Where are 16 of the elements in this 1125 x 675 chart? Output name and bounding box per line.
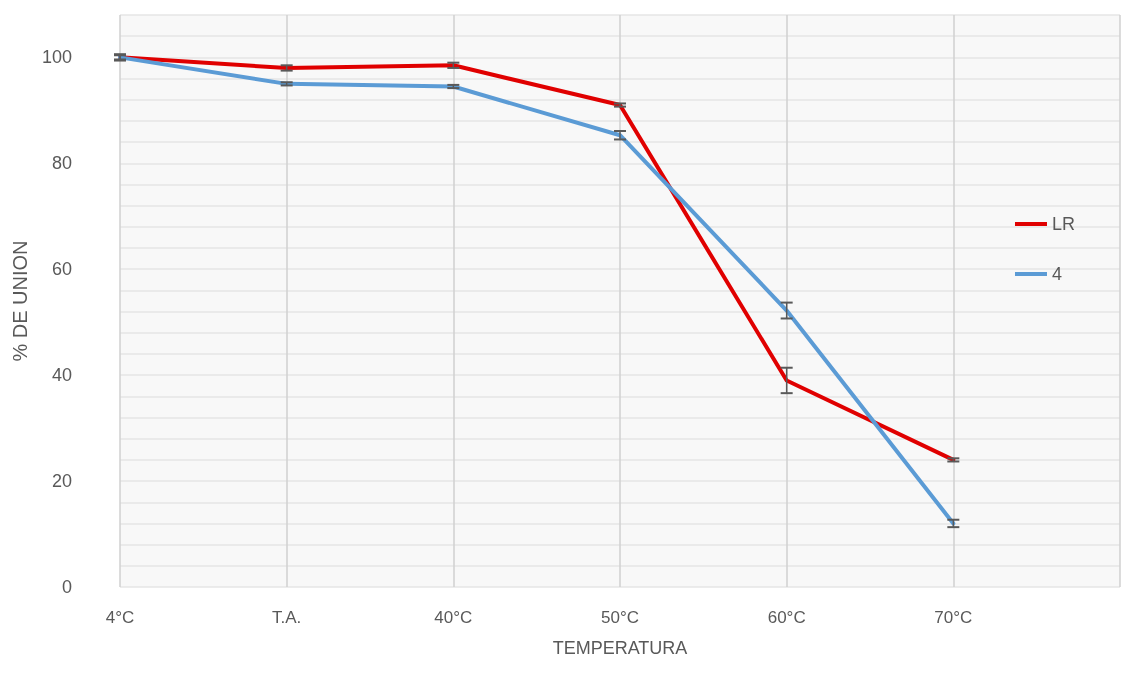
y-tick-label: 80 [51,153,72,174]
x-tick-label: T.A. [272,608,302,627]
x-tick-label: 50°C [601,608,639,627]
y-axis-title: % DE UNION [9,240,31,362]
y-tick-label: 100 [41,47,72,68]
x-tick-label: 60°C [767,608,806,627]
y-tick-label: 40 [51,365,72,386]
x-axis-title: TEMPERATURA [552,638,688,658]
x-tick-label: 4°C [105,608,135,627]
y-tick-label: 0 [61,577,72,597]
legend-label: 4 [1051,264,1063,284]
y-tick-label: 60 [51,259,72,280]
x-tick-label: 70°C [934,608,973,627]
y-tick-label: 20 [51,471,72,492]
x-tick-label: 40°C [434,608,473,627]
legend-label: LR [1051,214,1076,234]
